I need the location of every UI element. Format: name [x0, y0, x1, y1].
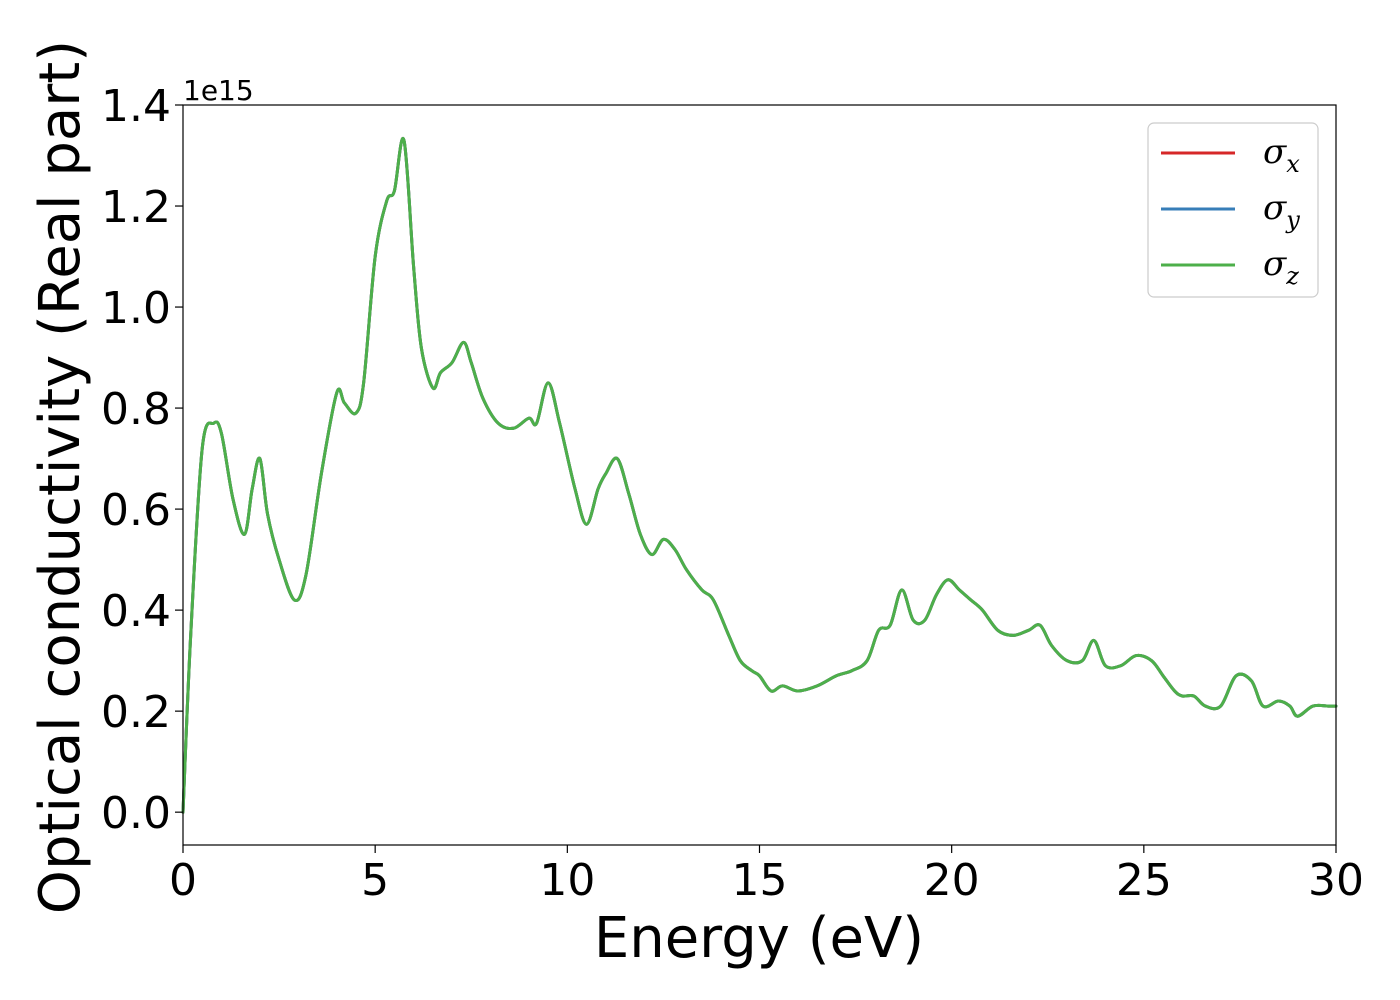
legend-items: σx σy σz	[1161, 132, 1300, 290]
y-tick-label: 1.0	[101, 283, 171, 334]
x-tick-label: 5	[361, 855, 389, 906]
series-layer	[181, 136, 1338, 814]
y-tick-label: 0.2	[101, 687, 171, 738]
y-axis-ticks: 0.0 0.2 0.4 0.6 0.8 1.0 1.2 1.4	[101, 81, 183, 839]
y-tick-label: 0.0	[101, 788, 171, 839]
y-tick-label: 0.4	[101, 586, 171, 637]
y-tick-label: 1.2	[101, 182, 171, 233]
x-tick-label: 10	[539, 855, 595, 906]
x-tick-label: 15	[732, 855, 788, 906]
legend-label-x: σx	[1263, 132, 1300, 178]
x-tick-label: 25	[1116, 855, 1172, 906]
legend-label-z: σz	[1263, 244, 1299, 290]
x-axis-ticks: 0 5 10 15 20 25 30	[169, 845, 1364, 906]
legend: σx σy σz	[1147, 122, 1319, 298]
x-tick-label: 20	[924, 855, 980, 906]
y-tick-label: 1.4	[101, 81, 171, 132]
series-line-z	[181, 136, 1338, 814]
x-tick-label: 0	[169, 855, 197, 906]
x-axis-label: Energy (eV)	[594, 906, 924, 971]
y-axis-label: Optical conductivity (Real part)	[28, 40, 93, 914]
y-tick-label: 0.8	[101, 384, 171, 435]
legend-label-y: σy	[1263, 188, 1300, 234]
x-tick-label: 30	[1308, 855, 1364, 906]
y-axis-offset-label: 1e15	[183, 74, 254, 107]
y-tick-label: 0.6	[101, 485, 171, 536]
